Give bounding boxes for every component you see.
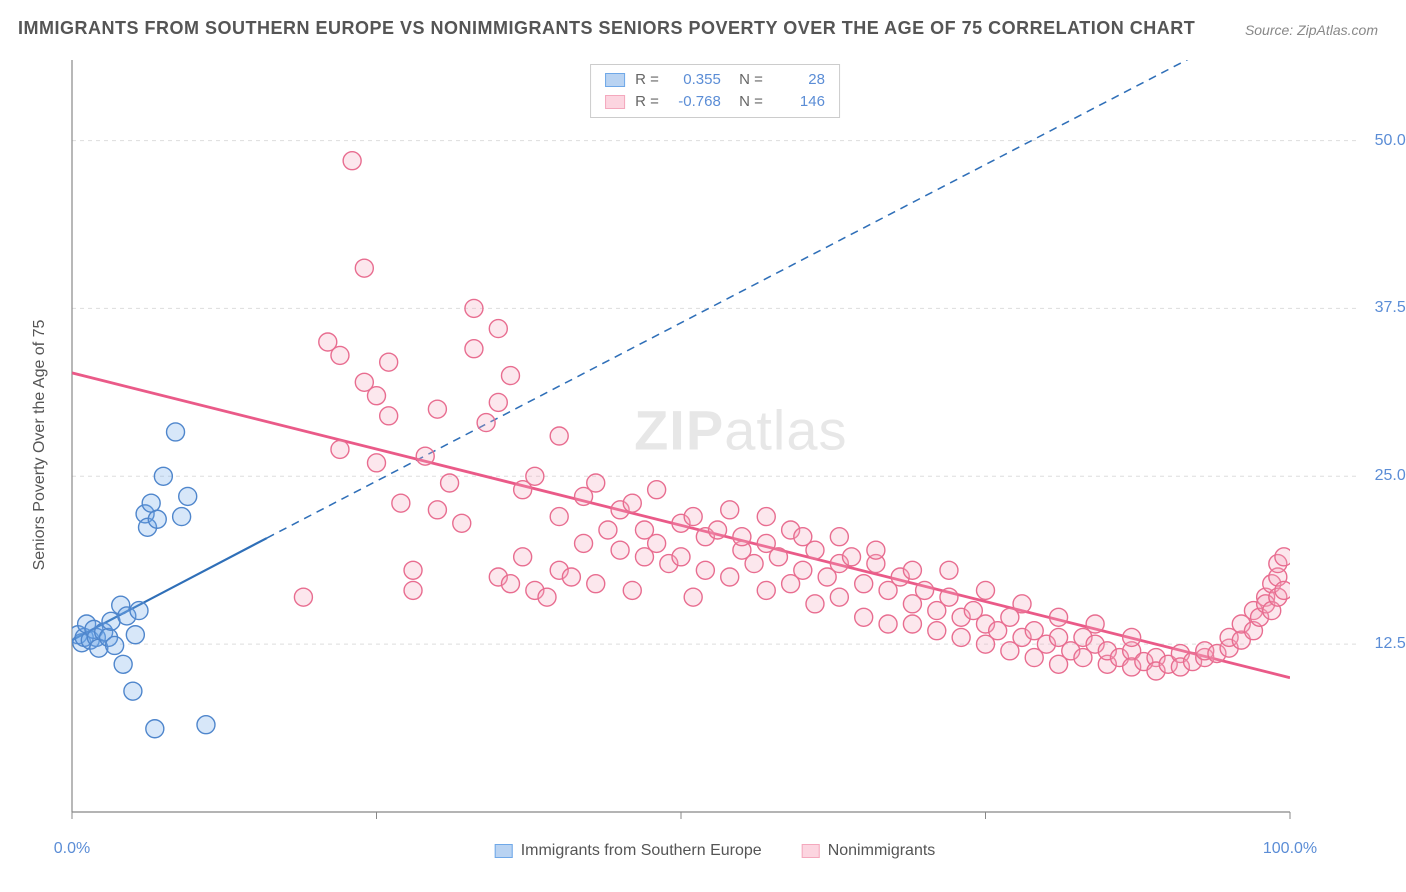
swatch-series1 xyxy=(605,73,625,87)
page-title: IMMIGRANTS FROM SOUTHERN EUROPE VS NONIM… xyxy=(18,18,1195,39)
legend-item-series1: Immigrants from Southern Europe xyxy=(495,842,762,860)
chart-svg xyxy=(70,60,1360,830)
series-legend: Immigrants from Southern Europe Nonimmig… xyxy=(495,842,936,860)
y-axis-label: Seniors Poverty Over the Age of 75 xyxy=(31,320,49,571)
x-tick-label: 100.0% xyxy=(1263,840,1317,858)
legend-row-series2: R =-0.768 N =146 xyxy=(605,91,825,113)
chart-container: Seniors Poverty Over the Age of 75 ZIPat… xyxy=(50,60,1360,830)
legend-row-series1: R =0.355 N =28 xyxy=(605,69,825,91)
swatch-series2 xyxy=(605,95,625,109)
swatch-bottom-1 xyxy=(495,844,513,858)
correlation-legend: R =0.355 N =28 R =-0.768 N =146 xyxy=(590,64,840,118)
legend-item-series2: Nonimmigrants xyxy=(802,842,936,860)
y-tick-label: 25.0% xyxy=(1375,467,1406,485)
swatch-bottom-2 xyxy=(802,844,820,858)
scatter-plot: ZIPatlas R =0.355 N =28 R =-0.768 N =146… xyxy=(70,60,1360,830)
y-tick-label: 50.0% xyxy=(1375,132,1406,150)
x-tick-label: 0.0% xyxy=(54,840,90,858)
y-tick-label: 12.5% xyxy=(1375,635,1406,653)
source-attribution: Source: ZipAtlas.com xyxy=(1245,22,1378,38)
y-tick-label: 37.5% xyxy=(1375,299,1406,317)
